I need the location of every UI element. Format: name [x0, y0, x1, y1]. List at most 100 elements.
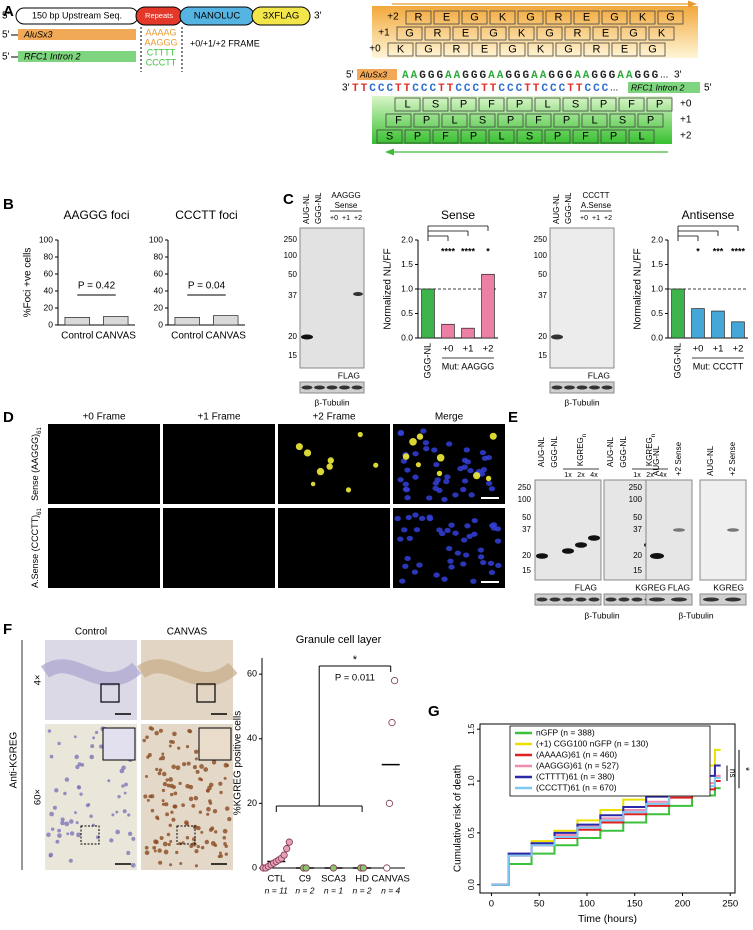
cell — [146, 798, 150, 802]
cell — [48, 854, 52, 858]
x-axis-label: Time (hours) — [578, 913, 637, 925]
row-label: Anti-KGREG — [9, 731, 20, 788]
signal — [310, 481, 316, 487]
cell — [158, 728, 163, 733]
signal — [409, 438, 417, 446]
cell — [224, 806, 230, 811]
lane-label: AUG-NL — [606, 436, 615, 467]
cell — [185, 744, 190, 749]
ladder-label: 250 — [518, 483, 532, 492]
signal — [416, 433, 424, 440]
strand-label: A.Sense — [581, 201, 612, 210]
ladder-label: 15 — [633, 566, 642, 575]
cell — [64, 821, 70, 827]
residue: F — [488, 98, 495, 110]
sig-label: * — [739, 767, 750, 771]
cell — [207, 785, 212, 791]
nucleus — [402, 486, 410, 492]
nucleus — [495, 562, 502, 569]
bar — [103, 316, 129, 326]
signal — [303, 449, 312, 457]
arrow-head — [688, 0, 697, 8]
nucleus — [444, 474, 451, 480]
y-tick-label: 60 — [44, 268, 54, 278]
cell — [226, 763, 230, 767]
band — [353, 292, 363, 296]
cell — [146, 755, 150, 759]
cell — [161, 799, 165, 803]
n-label: n = 4 — [381, 885, 400, 895]
residue: S — [432, 98, 439, 110]
lane-label: AUG-NL — [652, 445, 661, 476]
cell — [68, 819, 74, 824]
cell — [162, 841, 168, 847]
residue-box — [545, 10, 572, 25]
dose-label: 1x — [633, 472, 641, 479]
cell — [144, 845, 149, 850]
residue: L — [544, 98, 550, 110]
column-header: Control — [75, 627, 107, 638]
band — [564, 385, 575, 390]
sense-sequence: AAGGGAAGGGAAGGGAAGGGAAGGGAAGGG — [402, 70, 660, 82]
lane-label: KGREGn — [576, 434, 587, 466]
residue: K — [658, 27, 666, 39]
label: 3′ — [314, 11, 322, 22]
residue: E — [602, 27, 609, 39]
signal — [316, 467, 325, 476]
residue-box — [506, 97, 533, 112]
cell — [198, 810, 203, 814]
cell — [200, 830, 204, 834]
lane-label: GGG-NL — [564, 192, 573, 224]
y-tick-label: 40 — [247, 733, 257, 743]
residue: G — [508, 43, 517, 55]
micrograph — [163, 424, 275, 504]
cell — [145, 774, 149, 779]
y-tick-label: 100 — [39, 234, 53, 244]
legend-label: nGFP (n = 388) — [536, 727, 595, 737]
cell — [170, 810, 174, 814]
residue-box — [637, 113, 664, 128]
cell — [153, 839, 158, 844]
nucleus — [394, 515, 401, 522]
cell — [75, 821, 79, 825]
n-label: n = 2 — [295, 885, 314, 895]
blot-image — [534, 479, 602, 581]
ladder-label: 250 — [629, 483, 643, 492]
nucleus — [470, 578, 477, 584]
frame-label: +2 — [387, 12, 399, 23]
point — [388, 719, 396, 727]
cell — [47, 729, 52, 733]
x-tick-label: C9 — [299, 874, 311, 885]
y-tick-label: 0.5 — [401, 308, 413, 318]
band — [605, 597, 617, 602]
flag-box — [251, 6, 311, 26]
lane-label: GGG-NL — [314, 192, 323, 224]
x-tick-label: GGG-NL — [672, 343, 682, 379]
y-tick-label: 0 — [48, 319, 53, 329]
band — [575, 597, 587, 602]
residue-box — [628, 129, 655, 144]
cell — [143, 794, 148, 799]
nucleus — [443, 478, 450, 485]
cell — [210, 826, 215, 831]
band — [314, 385, 325, 390]
sig-stars: **** — [461, 246, 476, 256]
residue: L — [591, 114, 597, 126]
nucleus — [481, 455, 489, 461]
panel-label: B — [3, 196, 14, 213]
cell — [68, 858, 73, 863]
cell — [218, 851, 222, 855]
blot-image — [699, 479, 747, 581]
cell — [52, 805, 57, 810]
residue: L — [451, 114, 457, 126]
roi-box — [100, 683, 120, 703]
band — [631, 597, 643, 602]
band — [588, 535, 600, 541]
cell — [109, 838, 114, 843]
cell — [115, 810, 119, 814]
cell — [162, 781, 168, 787]
bar — [691, 308, 705, 339]
cell — [193, 795, 199, 801]
construct-label: AAGGG — [331, 191, 360, 200]
residue: S — [386, 130, 393, 142]
